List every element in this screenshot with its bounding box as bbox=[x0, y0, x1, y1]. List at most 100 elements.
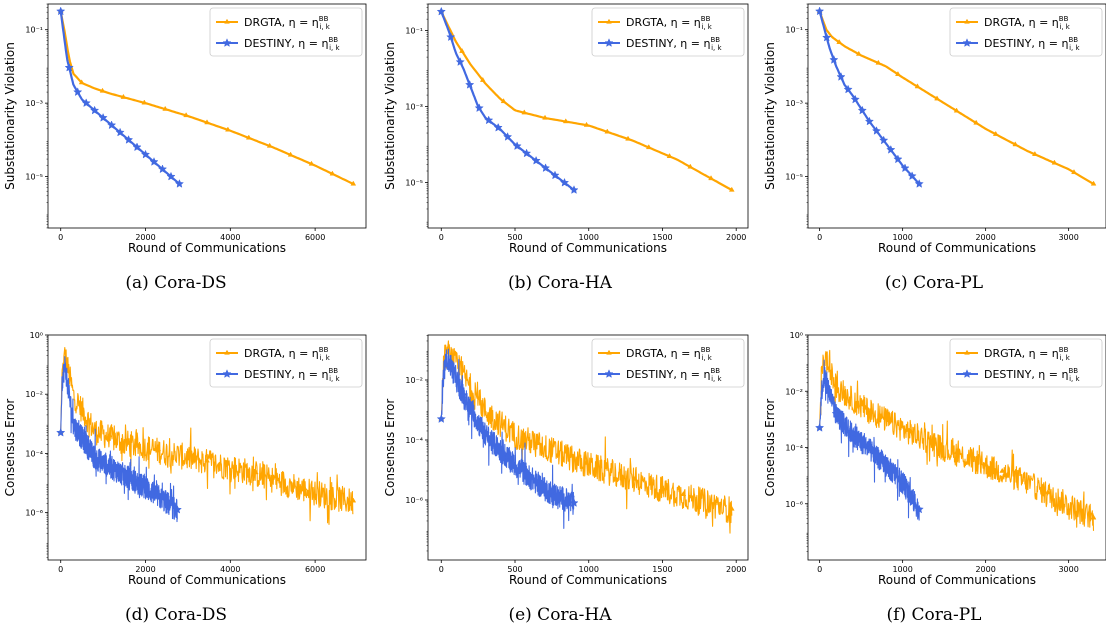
series-marker-drgta bbox=[666, 153, 673, 159]
series-marker-destiny bbox=[850, 94, 860, 104]
legend-label-sub: i, k bbox=[701, 354, 712, 362]
legend-label-sub: i, k bbox=[701, 23, 712, 31]
y-tick-label: 10⁻¹ bbox=[405, 27, 423, 36]
legend-label-sub: i, k bbox=[711, 44, 722, 52]
legend-box bbox=[591, 7, 745, 57]
legend-label-sub: i, k bbox=[1069, 44, 1080, 52]
legend-label-main: DRGTA, η = η bbox=[244, 16, 319, 29]
x-tick-label: 2000 bbox=[135, 565, 155, 574]
subfigure-caption: (d) Cora-DS bbox=[125, 605, 227, 625]
legend-label: DRGTA, η = ηBB i, k bbox=[244, 15, 331, 31]
chart-panel-2: 0 500 1000 1500 2000 10⁻¹ 10⁻³ 10⁻⁵ Round of Com… bbox=[383, 3, 749, 293]
y-tick-label: 10⁻¹ bbox=[785, 26, 803, 35]
series-marker-destiny bbox=[172, 504, 182, 514]
series-marker-destiny bbox=[493, 122, 503, 132]
series-marker-drgta bbox=[895, 70, 901, 76]
series-marker-drgta bbox=[120, 93, 127, 99]
legend-box bbox=[949, 338, 1103, 388]
legend-label-sub: i, k bbox=[1059, 354, 1070, 362]
series-marker-destiny bbox=[140, 149, 151, 159]
x-tick-label: 0 bbox=[817, 233, 822, 242]
series-marker-drgta bbox=[583, 121, 590, 127]
series-marker-destiny bbox=[550, 170, 560, 180]
series-marker-drgta bbox=[1012, 141, 1019, 147]
legend-label-sup: BB bbox=[710, 36, 720, 44]
x-tick-label: 0 bbox=[817, 565, 822, 574]
series-marker-destiny bbox=[864, 116, 875, 126]
legend-label: DRGTA, η = ηBB i, k bbox=[984, 346, 1071, 362]
series-marker-drgta bbox=[535, 440, 541, 446]
legend-label-sup: BB bbox=[710, 367, 720, 375]
y-tick-label: 10⁻³ bbox=[405, 103, 423, 112]
series-marker-drgta bbox=[836, 38, 843, 44]
y-tick-label: 10⁻³ bbox=[785, 99, 803, 108]
y-tick-label: 10⁻⁴ bbox=[25, 449, 43, 458]
series-marker-destiny bbox=[881, 459, 891, 469]
series-marker-destiny bbox=[458, 390, 469, 399]
y-axis-label: Substationarity Violation bbox=[3, 42, 17, 190]
plot-frame bbox=[47, 3, 367, 229]
y-axis-label: Consensus Error bbox=[383, 399, 397, 497]
legend-marker-destiny bbox=[222, 369, 232, 378]
legend-label-sup: BB bbox=[1068, 36, 1078, 44]
series-marker-destiny bbox=[114, 466, 124, 475]
series-marker-drgta bbox=[875, 59, 882, 65]
y-axis-label: Consensus Error bbox=[3, 399, 17, 497]
x-tick-label: 2000 bbox=[726, 565, 746, 574]
y-axis-label: Substationarity Violation bbox=[383, 42, 397, 190]
series-marker-destiny bbox=[502, 451, 513, 461]
y-tick-label: 10⁻² bbox=[785, 387, 803, 396]
series-marker-destiny bbox=[814, 422, 825, 432]
series-marker-drgta bbox=[350, 497, 357, 503]
y-tick-label: 10⁻¹ bbox=[25, 26, 43, 35]
y-tick-label: 10⁻⁵ bbox=[25, 173, 43, 182]
series-group bbox=[56, 347, 357, 525]
y-tick-label: 10⁻² bbox=[405, 376, 423, 385]
subfigure-caption: (f) Cora-PL bbox=[887, 605, 982, 625]
series-marker-destiny bbox=[521, 148, 532, 158]
series-marker-drgta bbox=[225, 126, 231, 132]
plot-frame bbox=[47, 334, 367, 561]
series-marker-destiny bbox=[525, 471, 535, 480]
series-marker-drgta bbox=[204, 457, 210, 463]
x-tick-label: 1000 bbox=[579, 565, 599, 574]
series-marker-drgta bbox=[78, 79, 85, 85]
series-marker-destiny bbox=[829, 55, 839, 64]
series-marker-drgta bbox=[479, 76, 486, 82]
legend-label-sup: BB bbox=[1059, 15, 1069, 23]
legend-label: DESTINY, η = ηBB i, k bbox=[626, 36, 722, 52]
y-axis-label: Consensus Error bbox=[763, 399, 777, 497]
series-line-destiny bbox=[440, 348, 575, 529]
series-marker-drgta bbox=[141, 99, 148, 105]
series-marker-destiny bbox=[871, 126, 882, 135]
series-marker-drgta bbox=[728, 505, 735, 511]
y-tick-label: 10⁻⁶ bbox=[25, 509, 43, 518]
y-tick-label: 10⁻² bbox=[25, 390, 43, 399]
series-marker-destiny bbox=[907, 171, 917, 181]
series-marker-drgta bbox=[266, 142, 273, 148]
series-marker-drgta bbox=[1090, 514, 1097, 520]
y-tick-label: 10⁻⁵ bbox=[405, 178, 423, 187]
series-marker-drgta bbox=[953, 449, 960, 455]
chart-panel-3: 0 1000 2000 3000 10⁻¹ 10⁻³ 10⁻⁵ Round of Commun… bbox=[763, 3, 1106, 293]
legend-label-sub: i, k bbox=[319, 354, 330, 362]
plot-frame bbox=[427, 334, 749, 561]
series-marker-drgta bbox=[914, 83, 921, 89]
series-marker-drgta bbox=[542, 114, 548, 120]
x-tick-label: 2000 bbox=[975, 233, 995, 242]
series-marker-destiny bbox=[174, 179, 185, 188]
legend-marker-destiny bbox=[604, 369, 614, 378]
series-marker-destiny bbox=[900, 163, 910, 173]
series-marker-drgta bbox=[632, 475, 638, 481]
subfigure-caption: (b) Cora-HA bbox=[508, 273, 613, 293]
x-tick-label: 4000 bbox=[220, 565, 240, 574]
x-tick-label: 0 bbox=[439, 565, 444, 574]
series-marker-destiny bbox=[166, 171, 176, 181]
x-tick-label: 1500 bbox=[652, 565, 672, 574]
series-marker-drgta bbox=[953, 107, 960, 113]
legend-label-sup: BB bbox=[701, 346, 711, 354]
